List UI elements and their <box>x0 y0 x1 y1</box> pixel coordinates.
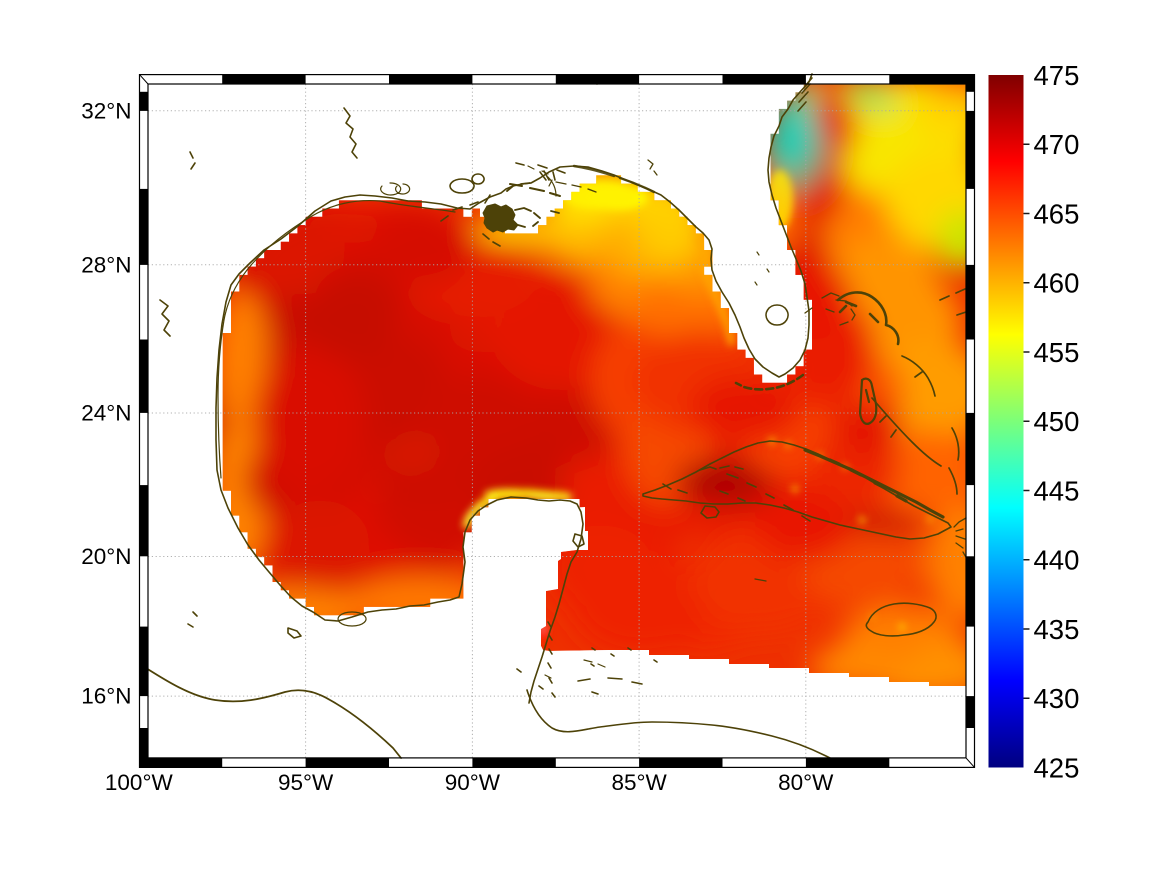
svg-text:95°W: 95°W <box>278 770 334 795</box>
svg-text:440: 440 <box>1034 545 1080 576</box>
svg-text:28°N: 28°N <box>81 252 131 277</box>
svg-text:425: 425 <box>1034 752 1080 783</box>
svg-text:435: 435 <box>1034 614 1080 645</box>
svg-text:90°W: 90°W <box>445 770 501 795</box>
svg-text:445: 445 <box>1034 475 1080 506</box>
svg-text:24°N: 24°N <box>81 401 131 426</box>
svg-text:475: 475 <box>1034 60 1080 91</box>
svg-text:455: 455 <box>1034 337 1080 368</box>
svg-text:430: 430 <box>1034 683 1080 714</box>
svg-text:450: 450 <box>1034 406 1080 437</box>
svg-text:20°N: 20°N <box>81 544 131 569</box>
svg-text:460: 460 <box>1034 268 1080 299</box>
svg-text:16°N: 16°N <box>81 684 131 709</box>
svg-text:80°W: 80°W <box>778 770 834 795</box>
svg-text:465: 465 <box>1034 198 1080 229</box>
svg-text:100°W: 100°W <box>105 770 174 795</box>
svg-text:85°W: 85°W <box>611 770 667 795</box>
svg-text:32°N: 32°N <box>81 98 131 123</box>
svg-text:470: 470 <box>1034 129 1080 160</box>
